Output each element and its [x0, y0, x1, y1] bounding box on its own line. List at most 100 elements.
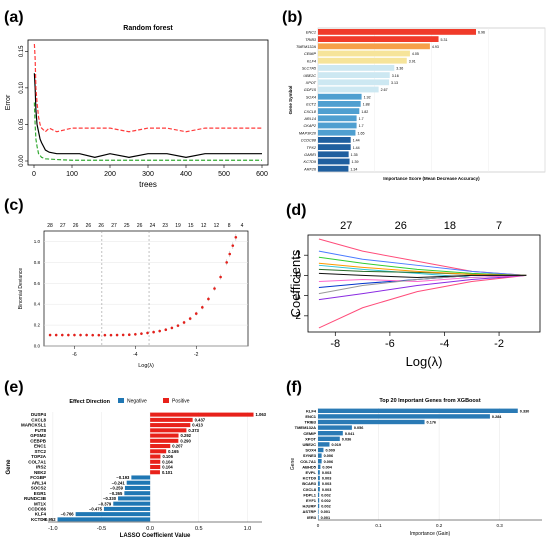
category-label: CCDC66: [28, 507, 47, 512]
x-axis-label: trees: [139, 180, 157, 189]
value-label: 0.290: [180, 438, 191, 443]
data-point: [121, 333, 125, 337]
data-point: [228, 252, 232, 256]
x-tick-label: 400: [180, 171, 192, 178]
value-label: 0.003: [322, 488, 332, 492]
top-tick-label: 26: [73, 223, 79, 229]
data-point: [164, 328, 168, 331]
data-point: [188, 317, 192, 320]
data-point: [134, 332, 137, 336]
value-label: 1.92: [364, 95, 371, 99]
value-label: 1.44: [353, 146, 360, 150]
bar: [318, 447, 324, 453]
value-label: 0.101: [162, 470, 173, 475]
chart-e-lasso-bars: Effect Direction Negative Positive -1.0 -0.5…: [6, 398, 267, 539]
coefficient-path-11: [318, 272, 527, 278]
legend-label: Negative: [127, 399, 147, 405]
bar: [318, 36, 439, 42]
value-label: 0.036: [342, 437, 352, 441]
chart-b-importance-bars: ENC1 6.96 TRIB3 5.31 TMEM132A 4.93 CEMIP 4.05 KL…: [288, 27, 546, 181]
bar: [103, 506, 151, 511]
x-tick-label: 0.1: [375, 523, 382, 528]
value-label: 0.001: [321, 510, 331, 514]
value-label: 0.009: [325, 449, 335, 453]
bar: [318, 129, 356, 136]
category-label: ENC1: [34, 444, 47, 449]
category-label: KCTD9: [31, 517, 46, 522]
x-tick-label: 0.5: [195, 526, 203, 532]
bar: [318, 151, 349, 158]
bar: [318, 419, 425, 425]
y-tick-label: 0.2: [34, 323, 41, 328]
value-label: 0.056: [354, 426, 364, 430]
x-tick-label: -4: [133, 352, 138, 358]
category-label: XPOT: [305, 436, 316, 441]
bar: [318, 165, 349, 172]
bar: [318, 475, 320, 481]
bar: [150, 428, 187, 433]
category-label: UBE2C: [302, 442, 316, 447]
bar: [318, 431, 343, 436]
category-label: MARCKSL1: [21, 423, 46, 428]
y-axis-label: Gene: [290, 458, 296, 470]
value-label: 0.003: [322, 477, 332, 481]
value-label: 1.44: [353, 139, 360, 143]
data-point: [54, 333, 58, 337]
value-label: 1.063: [256, 412, 267, 417]
coefficient-path-0: [318, 274, 527, 329]
bar: [57, 517, 151, 522]
top-tick-label: 26: [137, 223, 143, 229]
category-label: COL7A1: [28, 459, 46, 464]
value-label: 6.96: [478, 31, 485, 35]
bar: [318, 50, 410, 57]
value-label: −0.475: [89, 507, 103, 512]
bar: [150, 433, 179, 438]
series-line-2: [33, 102, 262, 161]
top-tick-label: 23: [162, 223, 168, 229]
category-label: KCTD9: [304, 160, 317, 164]
category-label: SOCS2: [31, 486, 47, 491]
category-label: CXCL8: [31, 417, 46, 422]
category-label: XPOT: [305, 81, 317, 85]
top-tick-label: 26: [395, 220, 407, 232]
category-label: HJURP: [302, 504, 316, 509]
category-label: ARF26: [303, 167, 317, 171]
y-axis-label: Gene: [6, 459, 12, 475]
value-label: 0.001: [321, 516, 331, 520]
bar: [150, 412, 254, 417]
data-point: [182, 321, 186, 324]
data-point: [48, 333, 52, 337]
legend-title: Effect Direction: [69, 399, 110, 405]
category-label: IRS2: [36, 465, 47, 470]
bar: [318, 86, 379, 93]
data-point: [176, 324, 180, 327]
bar: [118, 496, 151, 501]
value-label: 3.13: [391, 81, 398, 85]
data-point: [225, 261, 228, 264]
bar: [126, 480, 151, 485]
bar: [318, 57, 407, 64]
panel-label-e: (e): [4, 379, 24, 396]
y-tick-label: 0.0: [34, 344, 41, 349]
category-label: CEMIP: [304, 52, 316, 56]
x-tick-label: -2: [194, 352, 199, 358]
category-label: SYNE3: [303, 453, 317, 458]
category-label: CEMIP: [303, 431, 316, 436]
legend-swatch: [163, 398, 169, 403]
x-tick-label: 0: [32, 171, 36, 178]
category-label: RUNDC3B: [24, 496, 47, 501]
y-tick-label: 0.00: [19, 155, 25, 167]
data-point: [85, 333, 88, 337]
category-label: KLF4: [35, 512, 47, 517]
data-point: [109, 333, 113, 337]
bar: [318, 29, 476, 35]
bar: [124, 485, 151, 490]
value-label: 1.34: [350, 167, 357, 171]
category-label: TMEM132A: [296, 45, 317, 49]
x-tick-label: 600: [256, 171, 268, 178]
category-label: KLF4: [306, 408, 317, 413]
category-label: ARL14: [32, 480, 47, 485]
x-axis-label: Importance (Gain): [410, 531, 451, 537]
plot-frame: [307, 234, 541, 333]
value-label: 0.019: [332, 443, 342, 447]
